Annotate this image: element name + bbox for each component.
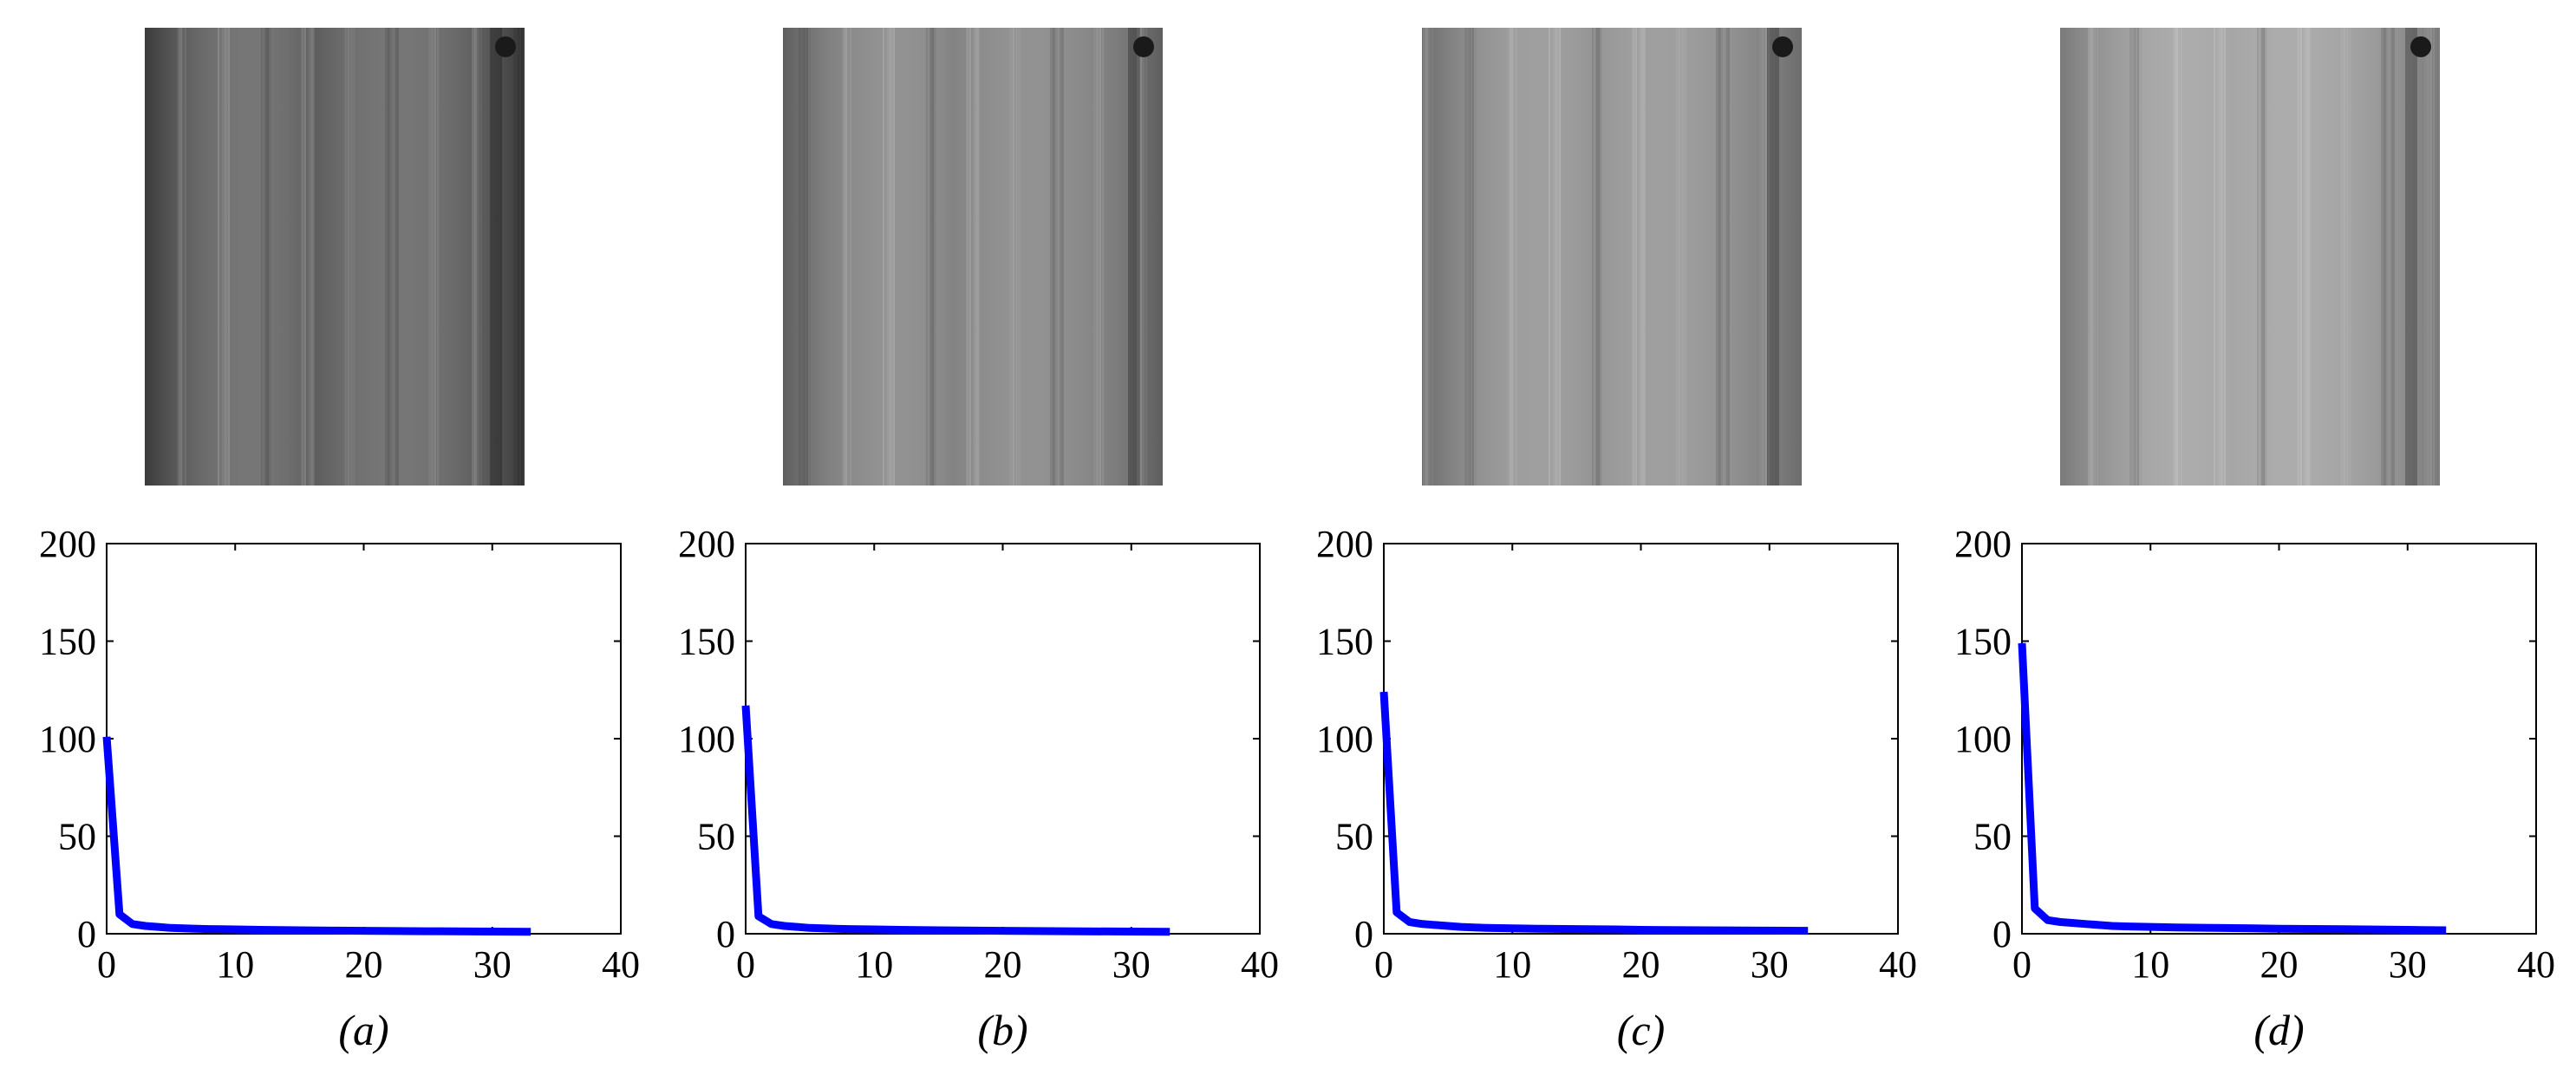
y-tick-label: 150 [1316, 621, 1373, 663]
series-line [102, 736, 532, 936]
surface-photo-a [144, 28, 525, 486]
x-tick-label: 30 [2389, 943, 2427, 986]
x-tick-label: 0 [736, 943, 755, 986]
y-tick-label: 0 [1354, 913, 1373, 955]
y-tick-label: 200 [39, 523, 96, 565]
x-tick-label: 30 [1112, 943, 1151, 986]
chart-c: 0 50 100 150 200 0 10 20 30 40 (c) [1316, 523, 1917, 1054]
surface-photos [144, 28, 2440, 486]
y-tick-label: 50 [1973, 816, 2012, 858]
plot-frame [2021, 543, 2537, 935]
x-tick-label: 30 [1751, 943, 1789, 986]
x-tick-label: 10 [1493, 943, 1531, 986]
x-tick-label: 20 [2260, 943, 2299, 986]
x-tick-label: 20 [1622, 943, 1660, 986]
x-tick-label: 10 [216, 943, 254, 986]
y-tick-label: 150 [678, 621, 735, 663]
x-tick-label: 0 [1374, 943, 1393, 986]
plot-frame [106, 543, 622, 935]
plot-frame [1383, 543, 1899, 935]
y-tick-label: 200 [678, 523, 735, 565]
surface-photo-c [1422, 28, 1802, 486]
surface-photo-d [2060, 28, 2440, 486]
surface-photo-b [783, 28, 1163, 486]
panel-caption: (d) [2253, 1006, 2304, 1054]
x-tick-label: 40 [602, 943, 640, 986]
chart-b: 0 50 100 150 200 0 10 20 30 40 (b) [678, 523, 1279, 1054]
x-tick-label: 30 [473, 943, 512, 986]
y-tick-label: 200 [1316, 523, 1373, 565]
x-tick-label: 40 [1879, 943, 1917, 986]
x-tick-label: 40 [1241, 943, 1279, 986]
y-tick-label: 150 [1954, 621, 2012, 663]
x-tick-label: 10 [2131, 943, 2169, 986]
x-tick-label: 20 [984, 943, 1022, 986]
y-tick-label: 0 [716, 913, 735, 955]
panel-caption: (a) [338, 1006, 388, 1054]
y-tick-label: 100 [678, 718, 735, 760]
x-tick-label: 20 [345, 943, 383, 986]
y-tick-label: 150 [39, 621, 96, 663]
y-tick-label: 50 [58, 816, 96, 858]
y-tick-label: 0 [77, 913, 96, 955]
y-tick-label: 50 [697, 816, 735, 858]
chart-d: 0 50 100 150 200 0 10 20 30 40 (d) [1954, 523, 2555, 1054]
chart-a: 0 50 100 150 200 0 10 20 30 40 (a) [39, 523, 640, 1054]
panel-caption: (c) [1617, 1006, 1666, 1054]
y-tick-label: 100 [39, 718, 96, 760]
series-line [2018, 642, 2447, 935]
y-tick-label: 200 [1954, 523, 2012, 565]
y-tick-label: 100 [1316, 718, 1373, 760]
x-tick-label: 0 [2012, 943, 2031, 986]
x-tick-label: 40 [2517, 943, 2555, 986]
x-tick-label: 10 [855, 943, 893, 986]
y-tick-label: 100 [1954, 718, 2012, 760]
y-tick-label: 50 [1335, 816, 1373, 858]
panel-caption: (b) [977, 1006, 1027, 1054]
y-tick-label: 0 [1992, 913, 2012, 955]
plot-frame [745, 543, 1261, 935]
series-line [741, 705, 1171, 936]
series-line [1379, 691, 1809, 935]
x-tick-label: 0 [97, 943, 116, 986]
